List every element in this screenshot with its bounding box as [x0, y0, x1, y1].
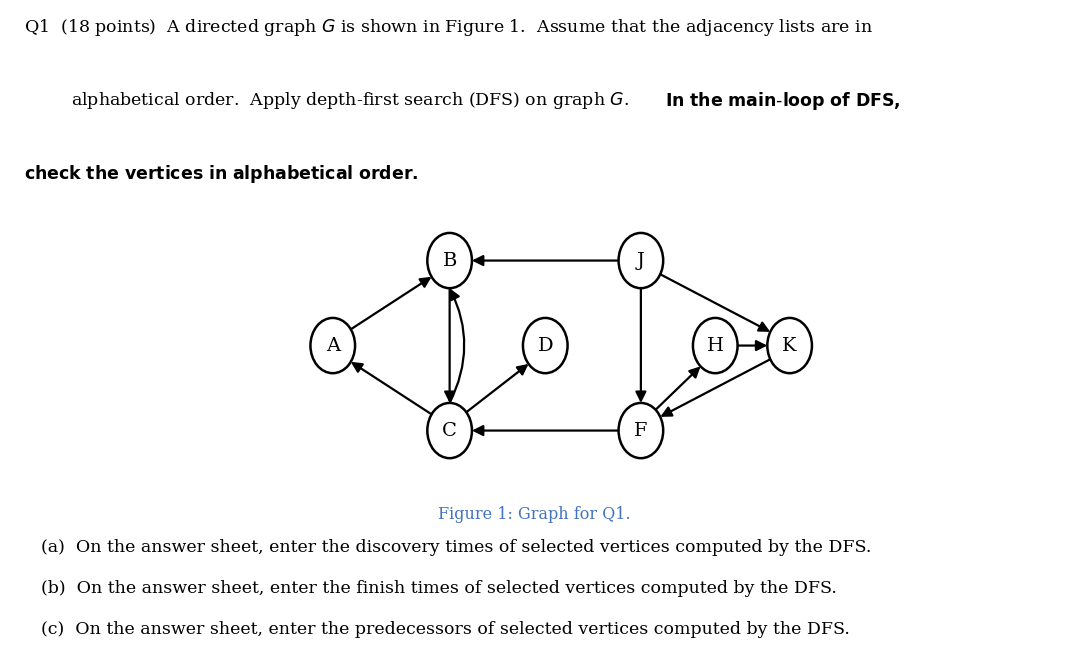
- Text: K: K: [783, 336, 796, 355]
- Ellipse shape: [310, 318, 355, 373]
- Ellipse shape: [428, 233, 471, 288]
- Ellipse shape: [428, 403, 471, 458]
- Ellipse shape: [768, 318, 812, 373]
- Text: $\mathbf{check\ the\ vertices\ in\ alphabetical\ order.}$: $\mathbf{check\ the\ vertices\ in\ alpha…: [24, 163, 418, 185]
- Text: $\mathbf{In\ the\ main\text{-}loop\ of\ DFS,}$: $\mathbf{In\ the\ main\text{-}loop\ of\ …: [665, 90, 900, 111]
- Text: B: B: [443, 252, 456, 269]
- Text: D: D: [538, 336, 553, 355]
- Text: (c)  On the answer sheet, enter the predecessors of selected vertices computed b: (c) On the answer sheet, enter the prede…: [41, 621, 850, 638]
- Text: A: A: [326, 336, 340, 355]
- Text: J: J: [637, 252, 645, 269]
- Text: H: H: [707, 336, 724, 355]
- Ellipse shape: [693, 318, 738, 373]
- Text: Q1  (18 points)  A directed graph $G$ is shown in Figure 1.  Assume that the adj: Q1 (18 points) A directed graph $G$ is s…: [24, 17, 872, 38]
- Text: alphabetical order.  Apply depth-first search (DFS) on graph $G$.: alphabetical order. Apply depth-first se…: [71, 90, 636, 111]
- Text: F: F: [634, 422, 648, 439]
- Text: (a)  On the answer sheet, enter the discovery times of selected vertices compute: (a) On the answer sheet, enter the disco…: [41, 539, 871, 556]
- Ellipse shape: [523, 318, 568, 373]
- Ellipse shape: [619, 233, 663, 288]
- Text: (b)  On the answer sheet, enter the finish times of selected vertices computed b: (b) On the answer sheet, enter the finis…: [41, 580, 837, 597]
- Text: Figure 1: Graph for Q1.: Figure 1: Graph for Q1.: [438, 506, 631, 523]
- Ellipse shape: [619, 403, 663, 458]
- Text: C: C: [443, 422, 458, 439]
